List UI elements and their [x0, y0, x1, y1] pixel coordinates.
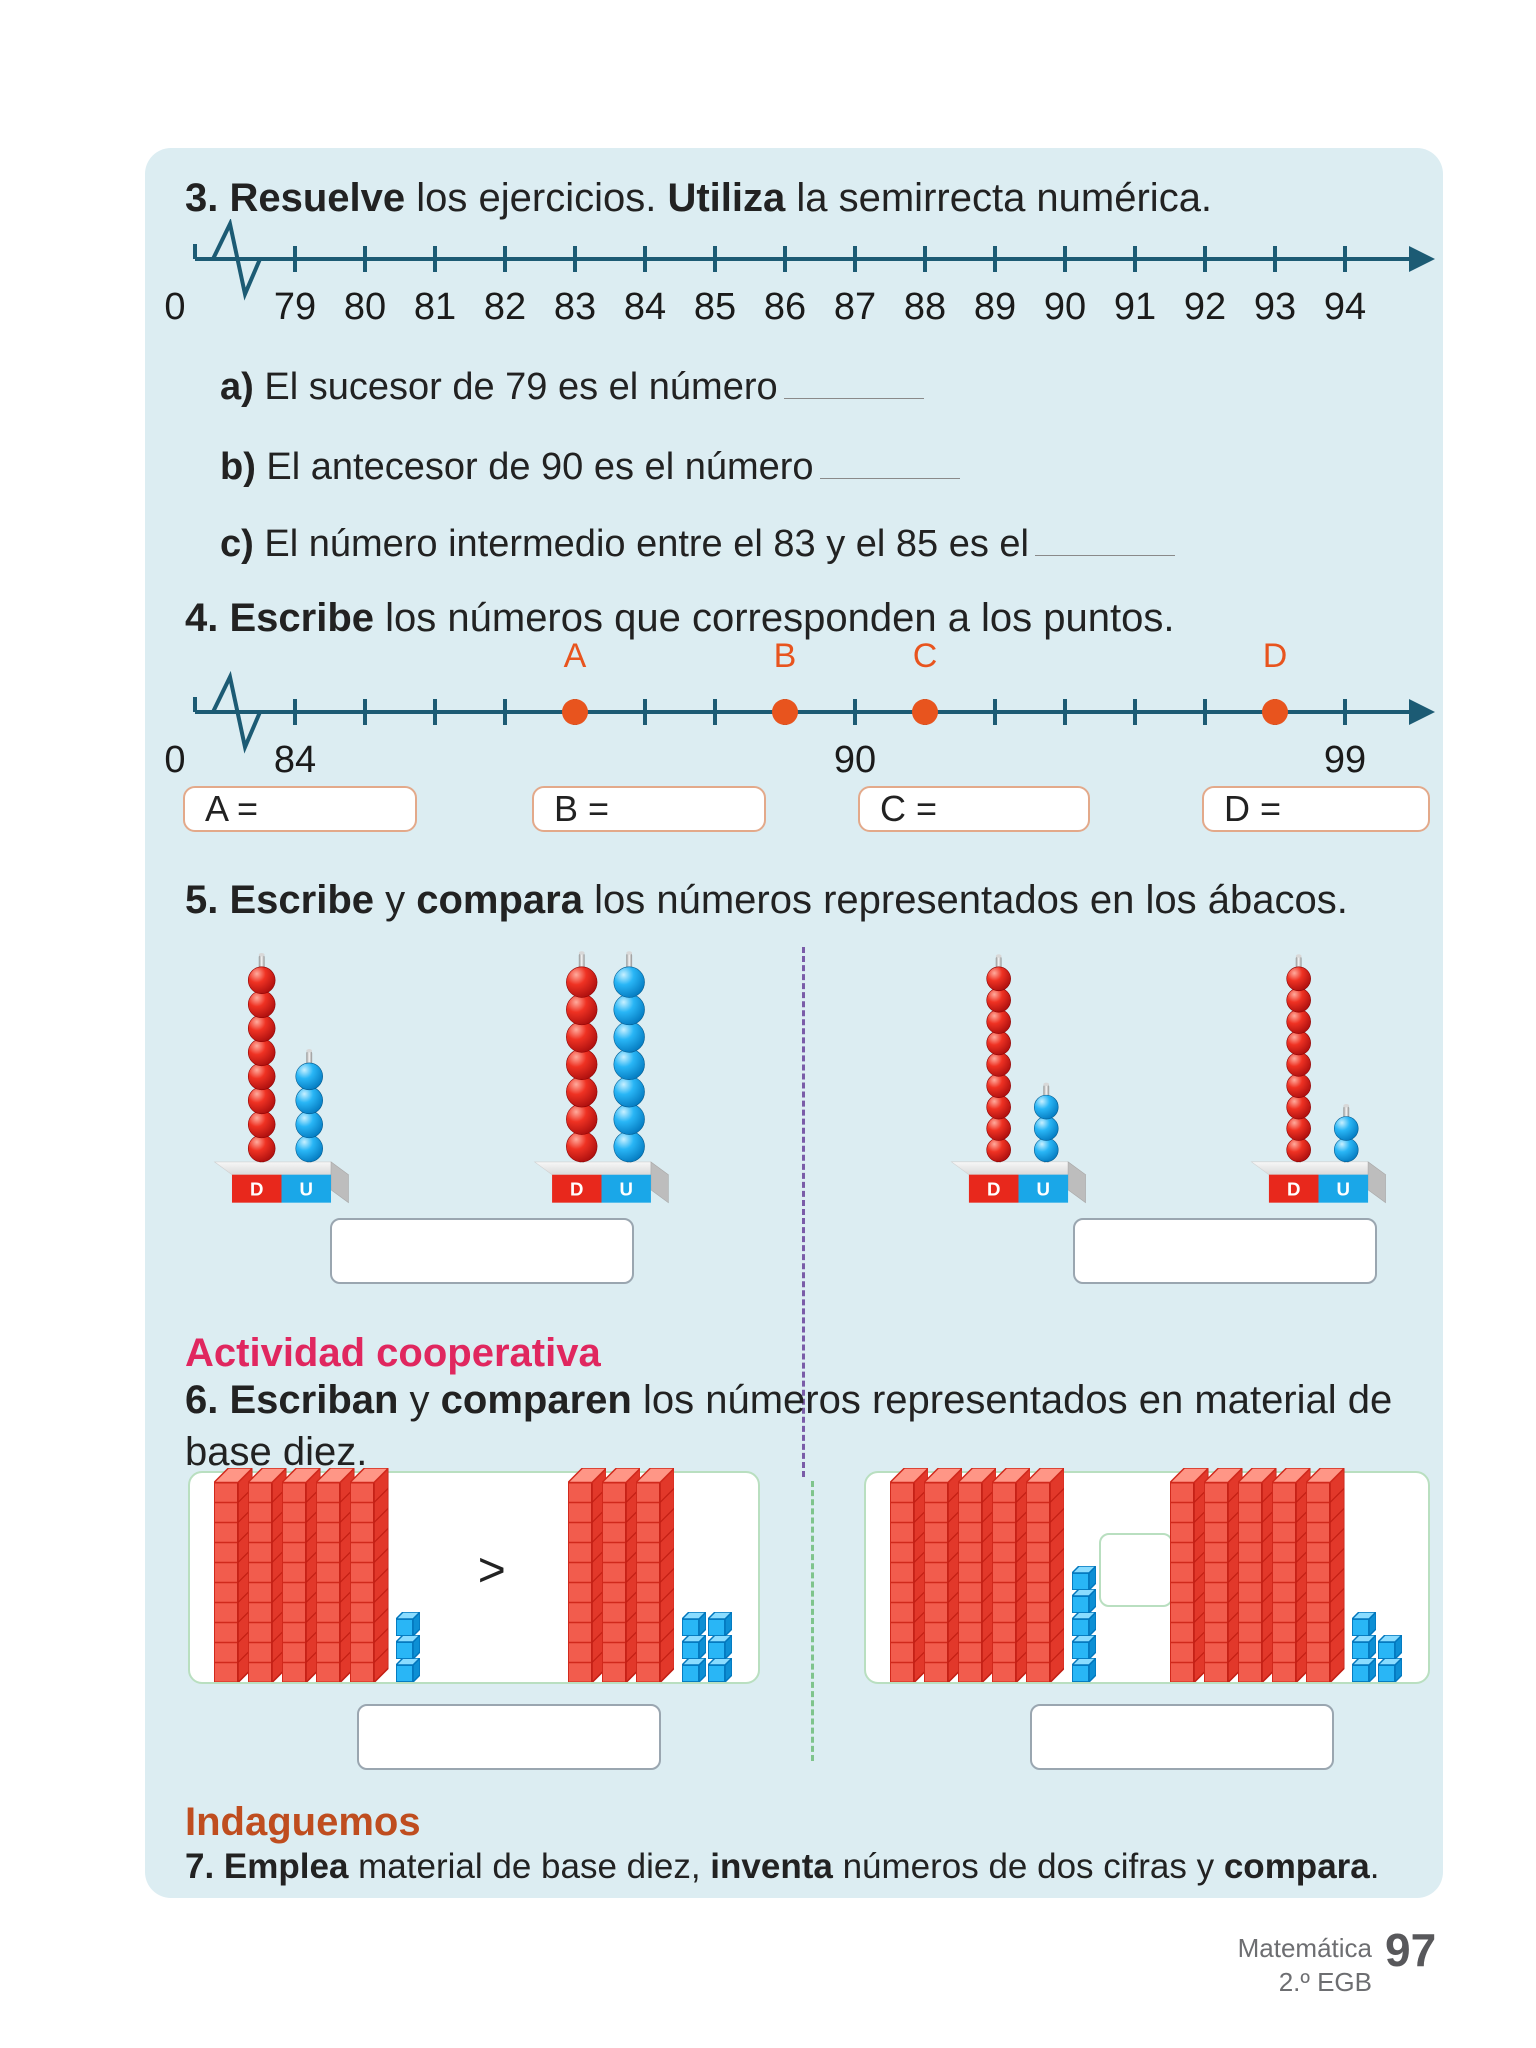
- svg-text:U: U: [619, 1178, 632, 1199]
- svg-text:88: 88: [904, 286, 946, 328]
- svg-text:87: 87: [834, 286, 876, 328]
- svg-text:B: B: [774, 637, 797, 675]
- svg-text:D: D: [570, 1178, 583, 1199]
- svg-text:83: 83: [554, 286, 596, 328]
- svg-text:D: D: [987, 1178, 1000, 1199]
- svg-text:82: 82: [484, 286, 526, 328]
- svg-text:84: 84: [624, 286, 666, 328]
- svg-text:U: U: [1337, 1178, 1350, 1199]
- svg-text:92: 92: [1184, 286, 1226, 328]
- svg-text:99: 99: [1324, 739, 1366, 781]
- svg-text:U: U: [1037, 1178, 1050, 1199]
- svg-text:93: 93: [1254, 286, 1296, 328]
- svg-text:94: 94: [1324, 286, 1366, 328]
- svg-text:86: 86: [764, 286, 806, 328]
- svg-text:D: D: [1287, 1178, 1300, 1199]
- svg-text:0: 0: [164, 739, 185, 781]
- svg-text:79: 79: [274, 286, 316, 328]
- svg-text:81: 81: [414, 286, 456, 328]
- svg-text:90: 90: [834, 739, 876, 781]
- svg-text:C: C: [913, 637, 938, 675]
- svg-text:80: 80: [344, 286, 386, 328]
- svg-text:90: 90: [1044, 286, 1086, 328]
- svg-text:84: 84: [274, 739, 316, 781]
- svg-text:89: 89: [974, 286, 1016, 328]
- svg-text:D: D: [1263, 637, 1288, 675]
- svg-text:D: D: [250, 1178, 263, 1199]
- svg-text:91: 91: [1114, 286, 1156, 328]
- svg-text:U: U: [300, 1178, 313, 1199]
- svg-text:A: A: [564, 637, 587, 675]
- svg-text:85: 85: [694, 286, 736, 328]
- svg-text:0: 0: [164, 286, 185, 328]
